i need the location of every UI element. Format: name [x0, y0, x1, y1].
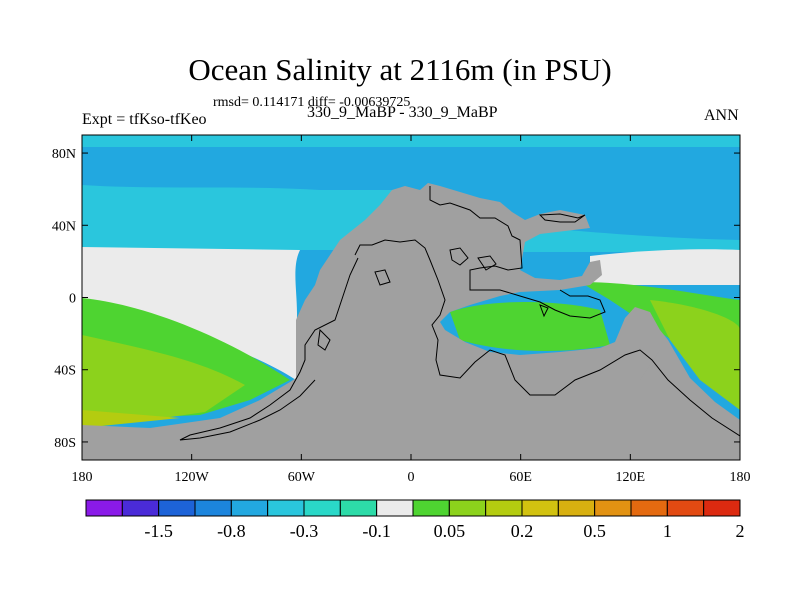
coastline-outline — [317, 328, 331, 351]
y-tick-label: 0 — [69, 292, 76, 307]
region-southern-ocean-edge — [82, 410, 180, 428]
y-tick-label: 80N — [52, 147, 76, 162]
coastline-outline — [538, 213, 586, 223]
x-tick-label: 60E — [509, 470, 532, 485]
land-pangaea — [296, 183, 740, 460]
coastline-outlines — [179, 186, 740, 441]
region-northern-mid-latitude-east — [520, 225, 740, 252]
colorbar-label: 1 — [663, 521, 672, 541]
colorbar-label: 0.05 — [434, 521, 466, 541]
colorbar-label: -0.8 — [217, 521, 246, 541]
colorbar-label: 2 — [736, 521, 745, 541]
region-south-pacific-band — [82, 335, 245, 422]
colorbar-label: 0.5 — [583, 521, 606, 541]
x-tick-label: 180 — [72, 470, 93, 485]
colorbar-label: 0.2 — [511, 521, 534, 541]
colorbar-label: -0.1 — [362, 521, 391, 541]
y-tick-label: 40N — [52, 219, 76, 234]
y-tick-label: 40S — [54, 364, 76, 379]
colorbar-swatch — [594, 499, 632, 517]
experiment-label: Expt = tfKso-tfKeo — [82, 111, 207, 128]
coastline-outline — [179, 257, 359, 441]
region-tethys-ocean — [450, 302, 610, 352]
colorbar-swatch — [666, 499, 705, 517]
region-east-south — [650, 300, 740, 410]
x-tick-label: 0 — [408, 470, 415, 485]
period-label: 330_9_MaBP - 330_9_MaBP — [307, 104, 498, 121]
coastline-outline — [477, 255, 497, 271]
colorbar-swatch — [230, 499, 269, 517]
colorbar-swatch — [267, 499, 305, 517]
colorbar-swatch — [521, 499, 559, 517]
stats-text: rmsd= 0.114171 diff= -0.00639725 — [213, 95, 411, 110]
colorbar-swatch — [376, 499, 414, 517]
x-tick-label: 180 — [730, 470, 751, 485]
coastline-outline — [374, 269, 391, 286]
colorbar-swatch — [703, 499, 741, 517]
map-field — [82, 135, 740, 460]
x-tick-label: 120E — [616, 470, 646, 485]
colorbar-swatch — [303, 499, 341, 517]
land-west-strips — [82, 378, 296, 460]
colorbar-swatch — [412, 499, 450, 517]
axis-ticks: 180 120W 60W 0 60E 120E 180 80N 40N 0 40S 80S — [52, 135, 751, 485]
colorbar-label: -0.3 — [290, 521, 319, 541]
region-tropical-pacific-east — [590, 249, 740, 285]
colorbar-swatch — [121, 499, 160, 517]
x-tick-label: 60W — [288, 470, 316, 485]
colorbar: -1.5 -0.8 -0.3 -0.1 0.05 0.2 0.5 1 2 — [85, 499, 745, 541]
coastline-outline — [449, 247, 469, 266]
colorbar-swatch — [448, 499, 487, 517]
coastline-outline — [429, 186, 606, 319]
colorbar-swatch — [194, 499, 232, 517]
colorbar-swatch — [630, 499, 668, 517]
colorbar-swatch — [85, 499, 123, 517]
region-tropical-pacific-west — [82, 247, 300, 380]
colorbar-swatch — [557, 499, 596, 517]
x-tick-label: 120W — [175, 470, 210, 485]
coastline-outline — [354, 239, 740, 437]
coastline-outline — [539, 304, 549, 318]
chart-title: Ocean Salinity at 2116m (in PSU) — [188, 52, 612, 87]
season-label: ANN — [704, 107, 739, 124]
region-northern-mid-latitude — [82, 185, 420, 250]
colorbar-swatch — [339, 499, 378, 517]
land-southeast — [610, 350, 740, 460]
colorbar-label: -1.5 — [144, 521, 173, 541]
colorbar-swatch — [485, 499, 523, 517]
colorbar-swatch — [158, 499, 196, 517]
y-tick-label: 80S — [54, 436, 76, 451]
